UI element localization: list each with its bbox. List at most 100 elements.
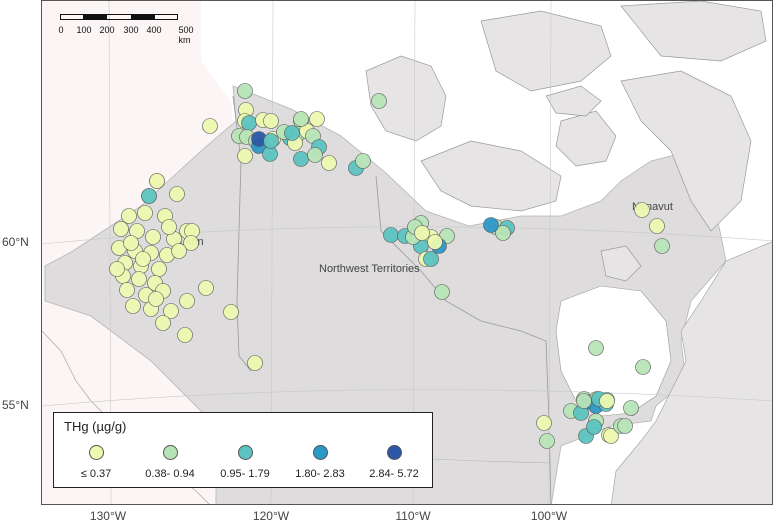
- sampling-point: [371, 93, 387, 109]
- sampling-point: [137, 205, 153, 221]
- sampling-point: [179, 293, 195, 309]
- legend-label-4: 1.80- 2.83: [295, 468, 345, 480]
- legend-item-1: ≤ 0.37: [60, 445, 132, 482]
- sampling-point: [198, 280, 214, 296]
- sampling-point: [241, 115, 257, 131]
- sampling-point: [177, 327, 193, 343]
- sampling-point: [434, 284, 450, 300]
- scale-label-200: 200: [99, 25, 115, 35]
- sampling-point: [321, 155, 337, 171]
- scale-bar-segment: [131, 15, 155, 19]
- sampling-point: [135, 251, 151, 267]
- lat-label-60: 60°N: [2, 235, 29, 249]
- map-frame: Yukon Northwest Territories Nunavut: [41, 0, 773, 505]
- lon-label-130: 130°W: [89, 509, 127, 523]
- lat-label-55: 55°N: [2, 398, 29, 412]
- scale-bar: 0 100 200 300 400 500 km: [58, 14, 194, 45]
- sampling-point: [309, 111, 325, 127]
- legend-item-4: 1.80- 2.83: [284, 445, 356, 482]
- sampling-point: [576, 393, 592, 409]
- sampling-point: [586, 419, 602, 435]
- sampling-point: [237, 83, 253, 99]
- lon-label-120: 120°W: [252, 509, 290, 523]
- border-nwt-nunavut: [375, 175, 552, 504]
- legend-item-2: 0.38- 0.94: [134, 445, 206, 482]
- sampling-point: [119, 282, 135, 298]
- sampling-point: [293, 111, 309, 127]
- sampling-point: [383, 227, 399, 243]
- scale-bar-graphic: [60, 14, 178, 20]
- sampling-point: [151, 261, 167, 277]
- sampling-point: [113, 221, 129, 237]
- sampling-point: [284, 125, 300, 141]
- sampling-point: [183, 235, 199, 251]
- legend-item-5: 2.84- 5.72: [358, 445, 430, 482]
- sampling-point: [109, 261, 125, 277]
- sampling-point: [483, 217, 499, 233]
- sampling-point: [149, 173, 165, 189]
- scale-bar-segment: [83, 15, 107, 19]
- sampling-point: [536, 415, 552, 431]
- hudson-bay: [555, 285, 672, 417]
- sampling-points: [109, 83, 670, 449]
- legend-swatch-4: [312, 445, 328, 460]
- land-east: [610, 241, 772, 504]
- sampling-point: [414, 225, 430, 241]
- sampling-point: [169, 186, 185, 202]
- sampling-point: [237, 148, 253, 164]
- sampling-point: [539, 433, 555, 449]
- lon-label-110: 110°W: [395, 509, 431, 523]
- sampling-point: [163, 303, 179, 319]
- island-devon: [545, 85, 602, 117]
- sampling-point: [171, 243, 187, 259]
- sampling-point: [599, 393, 615, 409]
- sampling-point: [654, 238, 670, 254]
- region-label-nwt: Northwest Territories: [319, 263, 420, 275]
- scale-label-400: 400: [146, 25, 162, 35]
- sampling-point: [355, 153, 371, 169]
- sampling-point: [123, 235, 139, 251]
- legend: THg (µg/g) ≤ 0.37 0.38- 0.94 0.95- 1.79 …: [53, 412, 433, 488]
- sampling-point: [161, 219, 177, 235]
- map-canvas: Yukon Northwest Territories Nunavut: [42, 1, 772, 504]
- scale-label-500: 500 km: [178, 25, 194, 45]
- sampling-point: [588, 340, 604, 356]
- island-north: [620, 1, 767, 62]
- island-ellesmere: [480, 10, 612, 92]
- legend-label-5: 2.84- 5.72: [369, 468, 419, 480]
- island-victoria: [420, 140, 562, 212]
- legend-label-1: ≤ 0.37: [80, 468, 112, 480]
- legend-label-2: 0.38- 0.94: [145, 468, 195, 480]
- island-southampton: [600, 245, 642, 282]
- sampling-point: [131, 271, 147, 287]
- grid-55n: [42, 389, 772, 407]
- sampling-point: [623, 400, 639, 416]
- legend-swatch-3: [237, 445, 253, 460]
- sampling-point: [202, 118, 218, 134]
- sampling-point: [635, 359, 651, 375]
- sampling-point: [247, 355, 263, 371]
- legend-title: THg (µg/g): [64, 419, 127, 434]
- sampling-point: [263, 133, 279, 149]
- legend-item-3: 0.95- 1.79: [209, 445, 281, 482]
- sampling-point: [141, 188, 157, 204]
- sampling-point: [634, 202, 650, 218]
- legend-swatch-1: [88, 445, 104, 460]
- sampling-point: [649, 218, 665, 234]
- legend-label-3: 0.95- 1.79: [220, 468, 270, 480]
- sampling-point: [145, 229, 161, 245]
- island-somerset: [555, 110, 617, 167]
- sampling-point: [307, 147, 323, 163]
- sampling-point: [155, 315, 171, 331]
- legend-swatch-2: [162, 445, 178, 460]
- island-baffin: [620, 70, 752, 232]
- sampling-point: [427, 234, 443, 250]
- sampling-point: [263, 113, 279, 129]
- sampling-point: [125, 298, 141, 314]
- border-yukon-nwt: [232, 95, 252, 372]
- sampling-point: [121, 208, 137, 224]
- sampling-point: [262, 146, 278, 162]
- sampling-point: [603, 428, 619, 444]
- sampling-point: [495, 225, 511, 241]
- legend-swatch-5: [386, 445, 402, 460]
